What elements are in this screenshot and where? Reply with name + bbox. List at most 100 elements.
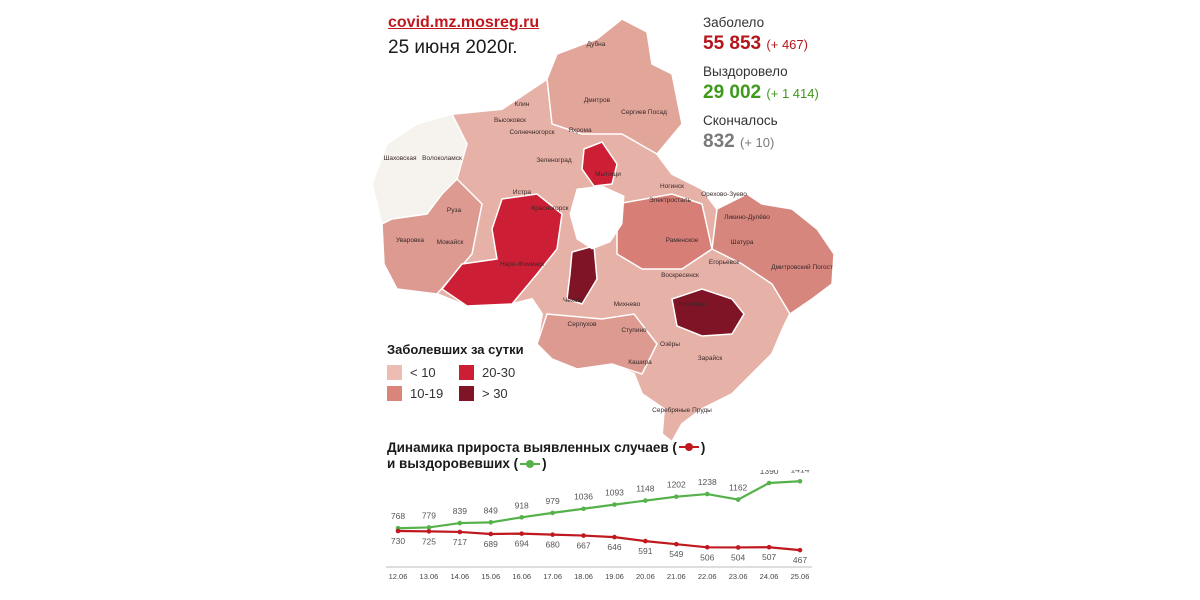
deaths-stat: Скончалось 832 (+ 10) xyxy=(703,112,863,155)
recovered-data-label: 1202 xyxy=(667,480,686,490)
deaths-value-row: 832 (+ 10) xyxy=(703,130,863,155)
map-label: Дмитровский Погост xyxy=(771,263,833,271)
infected-data-label: 689 xyxy=(484,539,498,549)
infected-data-label: 506 xyxy=(700,552,714,562)
legend-label: 10-19 xyxy=(410,386,444,401)
legend-label: < 10 xyxy=(410,365,436,380)
infected-point xyxy=(797,547,803,553)
recovered-value: 29 002 xyxy=(703,82,762,103)
infected-data-label: 504 xyxy=(731,552,745,562)
source-link[interactable]: covid.mz.mosreg.ru xyxy=(388,14,540,31)
chart-title-line2-text: и выздоровевших ( xyxy=(387,456,519,472)
recovered-point xyxy=(612,502,617,507)
region-map: Дубна Дмитров Клин Высоковск Солнечногорск Ях… xyxy=(372,17,836,444)
map-label: Сергиев Посад xyxy=(621,109,667,116)
infected-label: Заболело xyxy=(703,15,765,30)
recovered-point xyxy=(643,498,648,503)
map-label: Орехово-Зуево xyxy=(701,191,747,198)
x-tick-label: 12.06 xyxy=(389,572,408,581)
map-area-south xyxy=(536,313,658,375)
recovered-data-label: 1238 xyxy=(698,477,717,487)
recovered-value-row: 29 002 (+ 1 414) xyxy=(703,81,863,106)
recovered-point xyxy=(766,480,772,486)
map-label: Дубна xyxy=(587,40,606,48)
recovered-point xyxy=(581,506,586,512)
infected-data-label: 507 xyxy=(762,552,776,562)
recovered-point xyxy=(674,494,679,499)
infected-point xyxy=(766,544,772,550)
x-tick-label: 17.06 xyxy=(543,572,562,581)
recovered-data-label: 768 xyxy=(391,511,405,521)
map-area-west-medium xyxy=(381,177,483,295)
infected-value: 55 853 xyxy=(703,33,762,54)
map-label: Красногорск xyxy=(531,205,568,212)
map-label: Можайск xyxy=(437,238,464,246)
infected-data-label: 549 xyxy=(669,549,683,559)
map-label: Наро-Фоминск xyxy=(500,261,544,268)
recovered-data-label: 979 xyxy=(546,496,560,506)
recovered-data-label: 779 xyxy=(422,510,436,520)
recovered-data-label: 1162 xyxy=(729,483,748,493)
recovered-data-label: 1093 xyxy=(605,488,624,498)
x-tick-label: 16.06 xyxy=(512,572,531,581)
recovered-delta: (+ 1 414) xyxy=(766,86,819,101)
map-label: Мытищи xyxy=(595,171,621,178)
deaths-label: Скончалось xyxy=(703,113,778,128)
x-tick-label: 24.06 xyxy=(760,572,779,581)
map-label: Озёры xyxy=(660,341,680,348)
map-label: Зеленоград xyxy=(536,157,572,164)
map-label: Кашира xyxy=(628,359,652,366)
legend-swatch xyxy=(387,365,402,380)
map-labels: Дубна Дмитров Клин Высоковск Солнечногорск Ях… xyxy=(383,40,832,414)
infected-point xyxy=(395,528,401,534)
recovered-point xyxy=(704,491,710,497)
map-label: Раменское xyxy=(666,237,699,244)
infected-marker-icon xyxy=(678,440,700,456)
infected-point xyxy=(550,532,555,537)
legend-label: > 30 xyxy=(482,386,508,401)
infected-series-line xyxy=(397,529,801,552)
infected-value-row: 55 853 (+ 467) xyxy=(703,32,863,57)
legend-item: > 30 xyxy=(459,386,539,401)
map-label: Воскресенск xyxy=(661,272,699,279)
map-area-kolomna xyxy=(671,288,745,337)
map-label: Истра xyxy=(513,189,532,196)
map-label: Серебряные Пруды xyxy=(652,406,712,414)
map-label: Солнечногорск xyxy=(509,129,554,136)
recovered-data-label: 1036 xyxy=(574,492,593,502)
legend-item: < 10 xyxy=(387,365,459,380)
legend-swatch xyxy=(387,386,402,401)
map-label: Егорьевск xyxy=(709,259,739,266)
infected-data-label: 646 xyxy=(607,542,621,552)
legend-items: < 10 20-30 10-19 > 30 xyxy=(387,365,567,401)
x-tick-label: 21.06 xyxy=(667,572,686,581)
report-date: 25 июня 2020г. xyxy=(388,37,518,58)
map-label: Ступино xyxy=(621,327,647,334)
moscow-area xyxy=(569,185,625,250)
deaths-value: 832 xyxy=(703,131,735,152)
map-label: Яхрома xyxy=(568,127,592,134)
infected-point xyxy=(457,529,463,535)
chart-title-line2: и выздоровевших () xyxy=(387,456,705,472)
map-label: Чехов xyxy=(563,297,582,304)
x-tick-label: 14.06 xyxy=(450,572,469,581)
map-label: Дмитров xyxy=(584,97,611,104)
recovered-data-label: 918 xyxy=(515,500,529,510)
recovered-point xyxy=(550,510,555,516)
recovered-point xyxy=(426,525,432,530)
map-label: Ногинск xyxy=(660,183,684,190)
recovered-marker-icon xyxy=(519,457,541,473)
map-label: Шатура xyxy=(731,239,754,246)
chart-title-line1-text: Динамика прироста выявленных случаев ( xyxy=(387,440,677,455)
chart-title-line2-close: ) xyxy=(542,456,547,472)
map-label: Серпухов xyxy=(568,321,597,328)
x-tick-label: 15.06 xyxy=(481,572,500,581)
infected-data-label: 694 xyxy=(515,539,529,549)
map-label: Руза xyxy=(447,207,462,214)
x-tick-label: 23.06 xyxy=(729,572,748,581)
recovered-point xyxy=(519,515,524,520)
recovered-point xyxy=(457,520,463,526)
x-tick-label: 18.06 xyxy=(574,572,593,581)
deaths-delta: (+ 10) xyxy=(739,135,775,150)
